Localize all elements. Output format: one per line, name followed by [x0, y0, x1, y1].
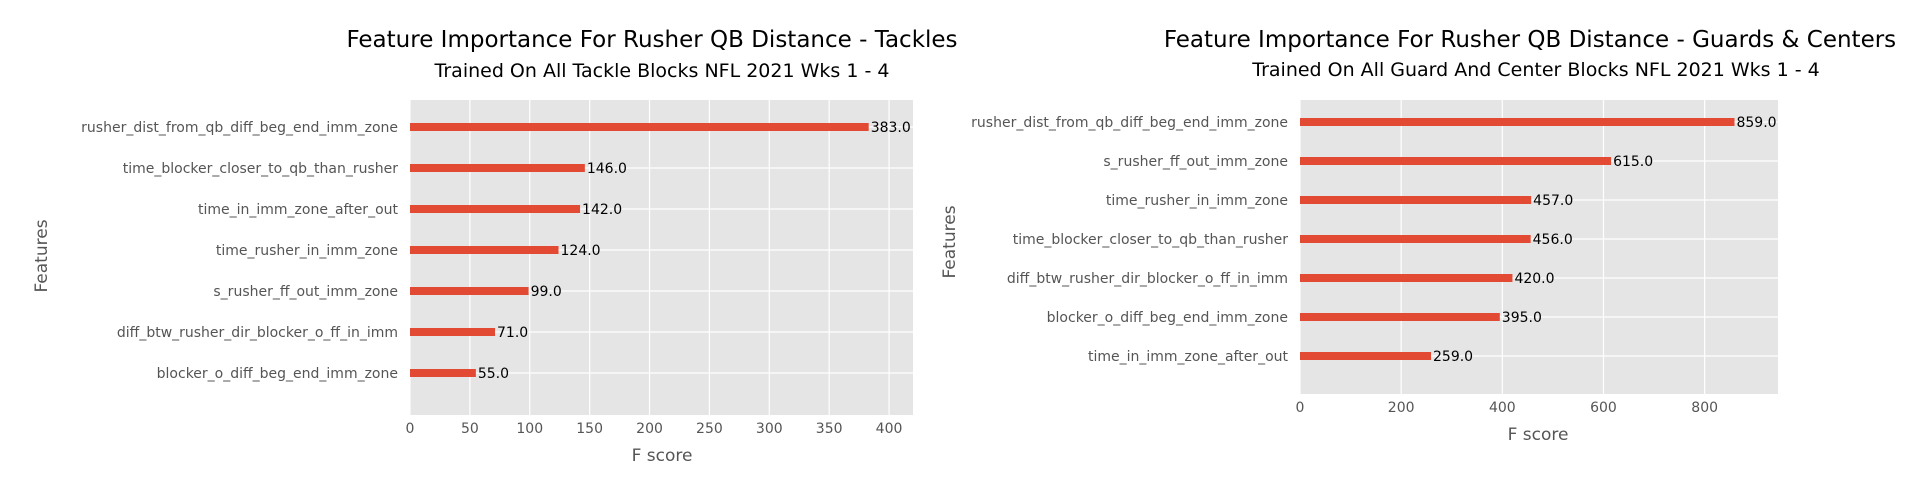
bar-value-label: 615.0 — [1613, 154, 1653, 170]
category-label: blocker_o_diff_beg_end_imm_zone — [1047, 310, 1288, 326]
x-tick-label: 100 — [516, 421, 543, 437]
y-axis-label: Features — [940, 205, 960, 278]
bar-value-label: 420.0 — [1514, 271, 1554, 287]
category-label: blocker_o_diff_beg_end_imm_zone — [157, 366, 398, 382]
x-tick-label: 400 — [1489, 400, 1516, 416]
bar-value-label: 395.0 — [1502, 310, 1542, 326]
bar-value-label: 383.0 — [871, 120, 911, 136]
x-axis-label: F score — [1508, 425, 1569, 445]
chart-subtitle: Trained On All Guard And Center Blocks N… — [1251, 59, 1819, 81]
bar — [1300, 274, 1513, 282]
category-label: time_in_imm_zone_after_out — [1088, 349, 1289, 365]
x-tick-label: 150 — [576, 421, 603, 437]
bar — [410, 287, 529, 295]
bar-value-label: 259.0 — [1433, 349, 1473, 365]
x-tick-label: 200 — [636, 421, 663, 437]
plot-area — [1300, 100, 1778, 394]
x-tick-label: 250 — [696, 421, 723, 437]
bar — [1300, 157, 1612, 165]
bar — [1300, 235, 1531, 243]
x-axis-label: F score — [632, 446, 693, 466]
bar — [410, 246, 559, 254]
x-tick-label: 350 — [816, 421, 843, 437]
bar-value-label: 859.0 — [1736, 115, 1776, 131]
category-label: s_rusher_ff_out_imm_zone — [213, 284, 398, 300]
bar — [1300, 352, 1432, 360]
bar — [1300, 196, 1532, 204]
chart-title: Feature Importance For Rusher QB Distanc… — [1164, 27, 1896, 53]
x-tick-label: 200 — [1388, 400, 1415, 416]
x-tick-label: 0 — [406, 421, 415, 437]
category-label: time_rusher_in_imm_zone — [216, 243, 398, 259]
x-tick-label: 600 — [1590, 400, 1617, 416]
bar — [410, 328, 496, 336]
x-tick-label: 800 — [1691, 400, 1718, 416]
chart-tackles: Feature Importance For Rusher QB Distanc… — [32, 27, 958, 466]
category-label: time_rusher_in_imm_zone — [1106, 193, 1288, 209]
x-tick-label: 300 — [756, 421, 783, 437]
category-label: rusher_dist_from_qb_diff_beg_end_imm_zon… — [81, 120, 398, 136]
category-label: time_blocker_closer_to_qb_than_rusher — [123, 161, 399, 177]
category-label: diff_btw_rusher_dir_blocker_o_ff_in_imm — [117, 325, 398, 341]
x-tick-label: 0 — [1296, 400, 1305, 416]
bar-value-label: 142.0 — [582, 202, 622, 218]
bar-value-label: 55.0 — [478, 366, 509, 382]
bar-value-label: 146.0 — [587, 161, 627, 177]
chart-subtitle: Trained On All Tackle Blocks NFL 2021 Wk… — [434, 60, 890, 82]
category-label: s_rusher_ff_out_imm_zone — [1103, 154, 1288, 170]
bar — [1300, 118, 1735, 126]
chart-guards-centers: Feature Importance For Rusher QB Distanc… — [940, 27, 1896, 445]
bar-value-label: 124.0 — [561, 243, 601, 259]
x-tick-label: 50 — [461, 421, 479, 437]
bar — [410, 205, 581, 213]
bar-value-label: 99.0 — [531, 284, 562, 300]
bar-value-label: 457.0 — [1533, 193, 1573, 209]
bar-value-label: 456.0 — [1533, 232, 1573, 248]
chart-title: Feature Importance For Rusher QB Distanc… — [346, 27, 957, 53]
bar — [410, 369, 476, 377]
bar — [410, 123, 869, 131]
category-label: diff_btw_rusher_dir_blocker_o_ff_in_imm — [1007, 271, 1288, 287]
y-axis-label: Features — [32, 219, 52, 292]
category-label: rusher_dist_from_qb_diff_beg_end_imm_zon… — [971, 115, 1288, 131]
category-label: time_in_imm_zone_after_out — [198, 202, 399, 218]
bar — [410, 164, 585, 172]
bar — [1300, 313, 1500, 321]
x-tick-label: 400 — [876, 421, 903, 437]
bar-value-label: 71.0 — [497, 325, 528, 341]
category-label: time_blocker_closer_to_qb_than_rusher — [1013, 232, 1289, 248]
